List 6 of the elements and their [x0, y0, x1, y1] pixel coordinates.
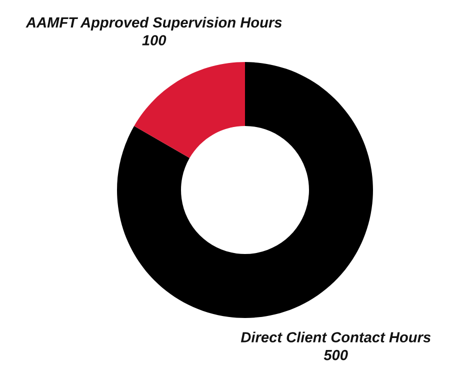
donut-slice [117, 62, 373, 318]
data-label: 100 [142, 35, 166, 46]
slice-label: AAMFT Approved Supervision Hours [26, 16, 282, 30]
data-label: 500 [324, 350, 348, 360]
slice-label: Direct Client Contact Hours [240, 332, 431, 342]
donut-slice [134, 62, 245, 158]
